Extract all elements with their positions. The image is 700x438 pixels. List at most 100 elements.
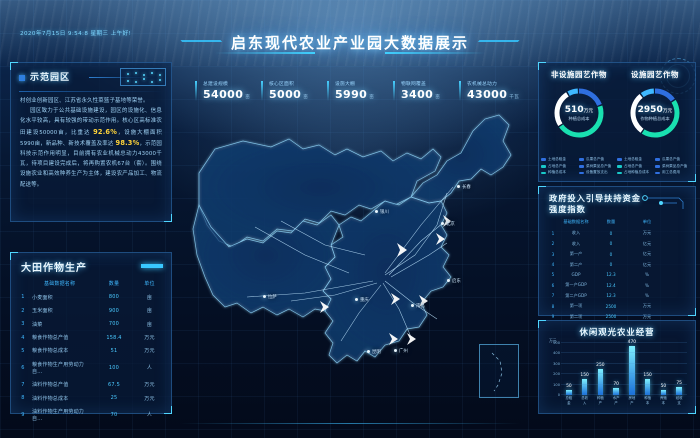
legend-swatch	[617, 158, 622, 162]
legend-swatch	[579, 165, 584, 168]
bar-column[interactable]: 250	[596, 343, 605, 395]
fund-table: 基础数据名称 数量 单位 1 收入 0 万元 2 收入 0 亿元 3 第一产 0 亿元 4 第二产 0 亿元 5 GD…	[547, 217, 665, 322]
bar-column[interactable]: 470	[628, 340, 636, 395]
bar-column[interactable]: 50	[659, 343, 667, 395]
city-label: 启东	[452, 279, 461, 284]
table-cell: 万元	[642, 313, 652, 319]
x-axis-tick: 种植产	[596, 396, 604, 405]
government-fund-panel: 政府投入引导扶持资金强度指数 基础数据名称 数量 单位 1 收入 0 万元 2 收入 0 亿元 3 第…	[538, 186, 696, 319]
bar-column[interactable]: 150	[580, 343, 589, 395]
table-row[interactable]: 8 油料作物总成本 25 万元	[17, 391, 165, 404]
donut-chart[interactable]: 2950万元 作物种植总成本	[628, 86, 682, 140]
legend-swatch	[617, 165, 622, 168]
stat-value: 43000 千瓦	[467, 88, 520, 101]
table-row[interactable]: 6 第一产GDP 12.4%	[547, 280, 665, 291]
fund-decoration-icon	[642, 195, 684, 209]
city-label: 广州	[399, 349, 408, 354]
map-city-marker[interactable]: 南昌	[411, 303, 425, 309]
legend-item[interactable]: 菜树果品总产值	[655, 164, 693, 169]
table-cell: 第二项	[569, 313, 583, 319]
chip-node	[127, 73, 130, 76]
legend-label: 土地总租金	[548, 157, 566, 162]
donut-segment	[554, 88, 604, 138]
table-row[interactable]: 5 粮食作物总成本 51 万元	[17, 344, 165, 357]
legend-item[interactable]: 设备置放支出	[579, 170, 617, 175]
legend-item[interactable]: 占地总产值	[617, 164, 655, 169]
crop-panel-tag	[141, 264, 163, 268]
map-city-marker[interactable]: 拉萨	[263, 294, 277, 300]
table-cell: 2	[21, 307, 25, 314]
table-row[interactable]: 7 油料作物总产值 67.5 万元	[17, 378, 165, 391]
legend-label: 占地总产值	[624, 163, 642, 168]
x-axis-tick: 经收支	[675, 396, 683, 405]
table-cell: 5	[551, 272, 555, 278]
bar-value-label: 150	[643, 373, 652, 379]
legend-item[interactable]: 种植总成本	[541, 170, 579, 175]
legend-label: 设备置放支出	[586, 170, 608, 175]
table-row[interactable]: 3 油菜 700 亩	[17, 318, 165, 331]
legend-item[interactable]: 用工总费用	[655, 170, 693, 175]
bar-column[interactable]: 75	[675, 343, 683, 395]
crop-table-title: 大田作物生产	[21, 263, 87, 274]
donut-chart[interactable]: 510万元 种植总成本	[552, 86, 606, 140]
table-cell: 0	[609, 230, 613, 236]
map-city-marker[interactable]: 北京	[441, 221, 455, 227]
legend-item[interactable]: 占地种植总成本	[617, 170, 655, 175]
chip-node	[151, 72, 154, 75]
bar	[581, 379, 588, 395]
legend-item[interactable]: 土地总租金	[617, 157, 655, 162]
crop-production-panel: 大田作物生产 基础数据名称 数量 单位 1 小麦面积 800 亩 2 玉米面积 900 亩 3 油菜 7…	[10, 252, 172, 422]
table-cell: 2500	[605, 303, 617, 309]
table-row[interactable]: 8 第一项 2500 万元	[547, 301, 665, 312]
table-row[interactable]: 2 收入 0 亿元	[547, 238, 665, 249]
map-city-marker[interactable]: 广州	[394, 348, 408, 354]
column-header: 数量	[108, 281, 120, 288]
stat-unit: 亩	[303, 95, 309, 100]
table-row[interactable]: 4 第二产 0 亿元	[547, 260, 665, 271]
table-row[interactable]: 2 玉米面积 900 亩	[17, 304, 165, 317]
bar-chart-title: 休闲观光农业经营	[579, 327, 655, 337]
table-row[interactable]: 4 粮食作物总产值 158.4 万元	[17, 331, 165, 344]
table-row[interactable]: 1 小麦面积 800 亩	[17, 291, 165, 304]
fund-table-body: 1 收入 0 万元 2 收入 0 亿元 3 第一产 0 亿元 4 第二产 0 亿元 5 GDP 12.3% 6 第一产G…	[547, 228, 665, 322]
donut-subtitle: 种植总成本	[568, 115, 590, 121]
table-cell: 4	[551, 262, 555, 268]
stat-item: 设施大棚 5990 亩	[327, 80, 393, 104]
table-cell: 第二产GDP	[565, 292, 587, 298]
table-row[interactable]: 9 第二项 2500 万元	[547, 312, 665, 323]
bar-column[interactable]: 150	[643, 343, 652, 395]
table-row[interactable]: 5 GDP 12.3%	[547, 270, 665, 280]
south-sea-inset-svg	[491, 352, 503, 392]
table-cell: 800	[108, 294, 120, 301]
legend-item[interactable]: 土地总租金	[541, 157, 579, 162]
gridline	[561, 342, 687, 343]
bar-column[interactable]: 50	[565, 343, 573, 395]
stat-item: 农机械总动力 43000 千瓦	[459, 80, 525, 104]
table-row[interactable]: 9 油料作物生产用劳动力自... 70 人	[17, 405, 165, 425]
legend-label: 占地总产值	[548, 163, 566, 168]
donut-segment	[554, 88, 604, 138]
legend-item[interactable]: 瓜果总产值	[579, 157, 617, 162]
legend-item[interactable]: 占地总产值	[541, 164, 579, 169]
bar-chart-plot: 50 150 250 70 470 150 50 75 0 100 200 300 400 500	[553, 340, 687, 397]
bar-column[interactable]: 70	[612, 343, 620, 395]
map-city-marker[interactable]: 重庆	[355, 297, 369, 303]
table-cell: 158.4	[106, 334, 122, 341]
table-row[interactable]: 1 收入 0 万元	[547, 228, 665, 239]
china-map[interactable]: 长春北京 银川启东拉萨重庆南昌昆明 广州	[185, 105, 525, 410]
map-city-marker[interactable]: 昆明	[367, 349, 381, 355]
table-row[interactable]: 7 第二产GDP 12.3%	[547, 290, 665, 301]
legend-item[interactable]: 菜树果品总产值	[579, 164, 617, 169]
legend-swatch	[579, 171, 584, 175]
table-cell: 第一产	[569, 251, 583, 257]
legend-item[interactable]: 瓜果总产值	[655, 157, 693, 162]
y-axis-tick: 0	[557, 393, 560, 397]
table-cell: 粮食作物总成本	[32, 348, 69, 355]
map-city-marker[interactable]: 启东	[447, 278, 461, 284]
gridline	[561, 394, 687, 395]
table-row[interactable]: 6 粮食作物生产用劳动力自... 100 人	[17, 358, 165, 378]
map-city-marker[interactable]: 银川	[375, 209, 389, 215]
table-row[interactable]: 3 第一产 0 亿元	[547, 249, 665, 260]
map-city-marker[interactable]: 长春	[457, 184, 471, 190]
